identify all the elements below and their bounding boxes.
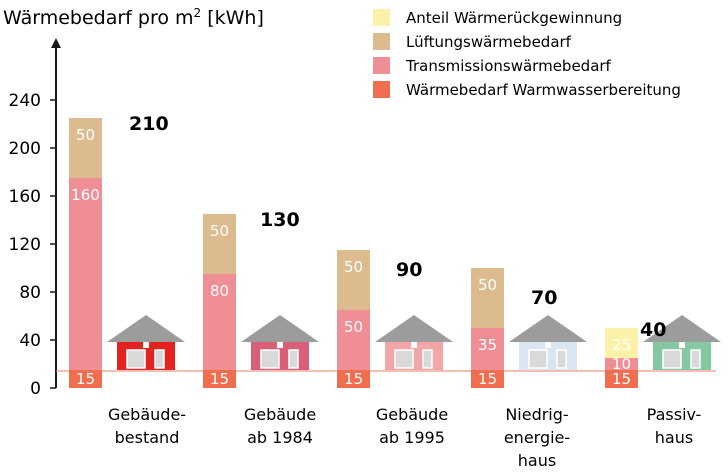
house-roof — [509, 315, 587, 342]
house-icon — [509, 315, 587, 370]
category-label: ab 1995 — [379, 428, 445, 447]
legend-entry: Wärmebedarf Warmwasserbereitung — [406, 81, 681, 99]
house-icon — [241, 315, 319, 370]
bar-segment — [69, 370, 102, 388]
bar-segment — [203, 274, 236, 370]
category-label: Gebäude- — [108, 405, 186, 424]
y-axis-title-superscript: 2 — [194, 6, 202, 20]
legend-swatch — [373, 81, 390, 98]
house-roof — [107, 315, 185, 342]
y-tick-label: 240 — [9, 91, 41, 111]
legend-entry: Transmissionswärmebedarf — [405, 57, 612, 75]
house-icon — [643, 315, 721, 370]
house-vent — [277, 342, 283, 348]
category-label: bestand — [115, 428, 180, 447]
category-label: haus — [518, 451, 556, 470]
legend-entry: Lüftungswärmebedarf — [406, 33, 572, 51]
bar-segment — [337, 250, 370, 310]
bar-segment — [69, 178, 102, 370]
bar-segment-label: 50 — [478, 276, 497, 294]
y-axis-arrow — [51, 38, 61, 48]
total-label: 130 — [260, 209, 300, 231]
house-door — [422, 349, 433, 369]
legend-entry: Anteil Wärmerückgewinnung — [406, 9, 622, 27]
bar-segment-label: 50 — [76, 126, 95, 144]
y-tick-label: 200 — [9, 139, 41, 159]
y-axis-title: Wärmebedarf pro m2 [kWh] — [3, 6, 264, 29]
house-vent — [411, 342, 417, 348]
bar-segment — [605, 358, 638, 370]
y-tick-label: 80 — [19, 283, 41, 303]
bar-segment — [337, 310, 370, 370]
category-label: Gebäude — [376, 405, 448, 424]
bar-segment — [203, 214, 236, 274]
house-window — [662, 349, 682, 369]
house-window — [260, 349, 280, 369]
category-label: ab 1984 — [247, 428, 313, 447]
bar-segment — [605, 328, 638, 358]
house-window — [528, 349, 548, 369]
category-label: haus — [655, 428, 693, 447]
y-tick-label: 120 — [9, 235, 41, 255]
category-label: Passiv- — [647, 405, 702, 424]
category-label: Niedrig- — [505, 405, 568, 424]
bar-segment-label: 50 — [210, 222, 229, 240]
bar-segment-label: 50 — [344, 318, 363, 336]
bar-segment — [471, 328, 504, 370]
bar-segment-label: 15 — [612, 370, 631, 388]
house-window — [126, 349, 146, 369]
total-label: 210 — [129, 113, 169, 135]
bar-segment — [337, 370, 370, 388]
bar-segment — [203, 370, 236, 388]
house-roof — [241, 315, 319, 342]
house-door — [288, 349, 299, 369]
bar-segment-label: 15 — [210, 370, 229, 388]
bar-segment-label: 50 — [344, 258, 363, 276]
bar-segment-label: 15 — [76, 370, 95, 388]
y-axis-title-unit: [kWh] — [201, 7, 264, 29]
bar-segment — [471, 370, 504, 388]
total-label: 70 — [531, 287, 557, 309]
bar-segment — [471, 268, 504, 328]
house-icon — [375, 315, 453, 370]
y-tick-label: 0 — [30, 379, 41, 399]
house-roof — [643, 315, 721, 342]
category-label: Gebäude — [244, 405, 316, 424]
total-label: 40 — [640, 319, 666, 341]
y-tick-label: 40 — [19, 331, 41, 351]
bar-segment-label: 15 — [344, 370, 363, 388]
bar-segment-label: 160 — [71, 186, 100, 204]
house-window — [394, 349, 414, 369]
bar-segment-label: 15 — [478, 370, 497, 388]
bar-segment-label: 25 — [612, 336, 631, 354]
bar-segment-label: 80 — [210, 282, 229, 300]
legend-swatch — [373, 9, 390, 26]
house-door — [690, 349, 701, 369]
bar-segment — [605, 370, 638, 388]
bar-segment-label: 10 — [612, 355, 631, 373]
y-axis-title-main: Wärmebedarf pro m — [3, 7, 194, 29]
total-label: 90 — [396, 259, 422, 281]
house-icon — [107, 315, 185, 370]
house-vent — [679, 342, 685, 348]
house-vent — [545, 342, 551, 348]
bar-segment — [69, 118, 102, 178]
extra-bar-label: 5 — [640, 345, 650, 363]
house-vent — [143, 342, 149, 348]
house-door — [154, 349, 165, 369]
house-roof — [375, 315, 453, 342]
legend-swatch — [373, 33, 390, 50]
y-tick-label: 160 — [9, 187, 41, 207]
bar-segment-label: 35 — [478, 336, 497, 354]
legend-swatch — [373, 57, 390, 74]
house-door — [556, 349, 567, 369]
category-label: energie- — [504, 428, 570, 447]
